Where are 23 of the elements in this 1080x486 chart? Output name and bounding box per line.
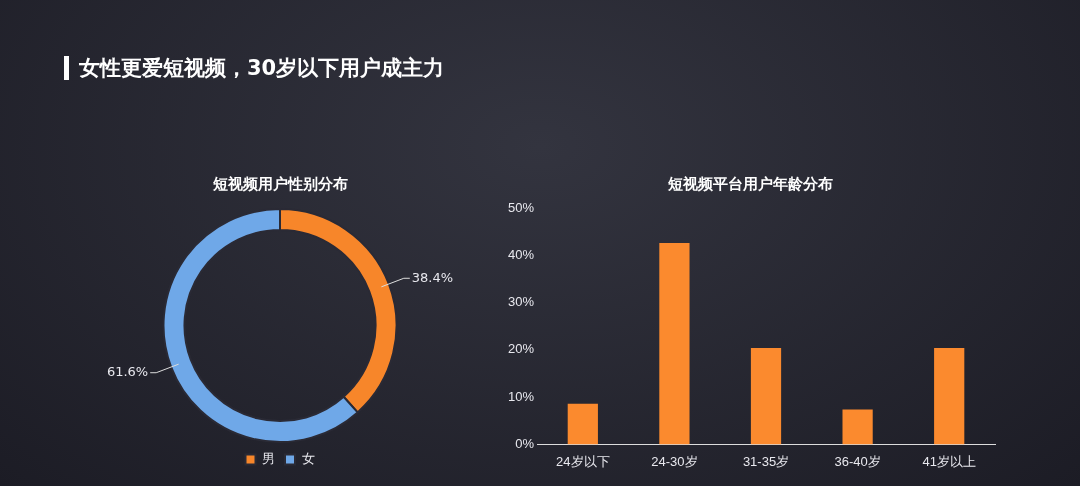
chart-title: 短视频平台用户年龄分布	[666, 174, 833, 193]
y-tick-label: 30%	[507, 294, 535, 310]
x-tick-label: 31-35岁	[742, 453, 790, 469]
chart-title: 短视频用户性别分布	[211, 174, 348, 193]
x-tick-label: 24-30岁	[651, 453, 698, 469]
x-tick-label: 41岁以上	[922, 453, 976, 469]
text: 女性更爱短视频，30岁以下用户成主力	[64, 56, 445, 80]
bar	[659, 242, 690, 445]
y-tick-label: 20%	[507, 341, 535, 357]
x-tick-label: 24岁以下	[556, 453, 610, 469]
y-tick-label: 0%	[515, 435, 535, 451]
y-tick-label: 50%	[507, 199, 535, 215]
x-tick-label: 36-40岁	[834, 453, 881, 469]
bar	[567, 403, 598, 445]
legend-label: 男	[262, 451, 275, 467]
bar	[750, 347, 782, 445]
data-label: 38.4%	[411, 269, 454, 285]
legend-label: 女	[301, 451, 315, 467]
bar	[934, 347, 965, 445]
data-label: 61.6%	[106, 364, 149, 380]
y-tick-label: 10%	[507, 388, 535, 404]
bar	[842, 409, 873, 445]
y-tick-label: 40%	[507, 246, 535, 262]
